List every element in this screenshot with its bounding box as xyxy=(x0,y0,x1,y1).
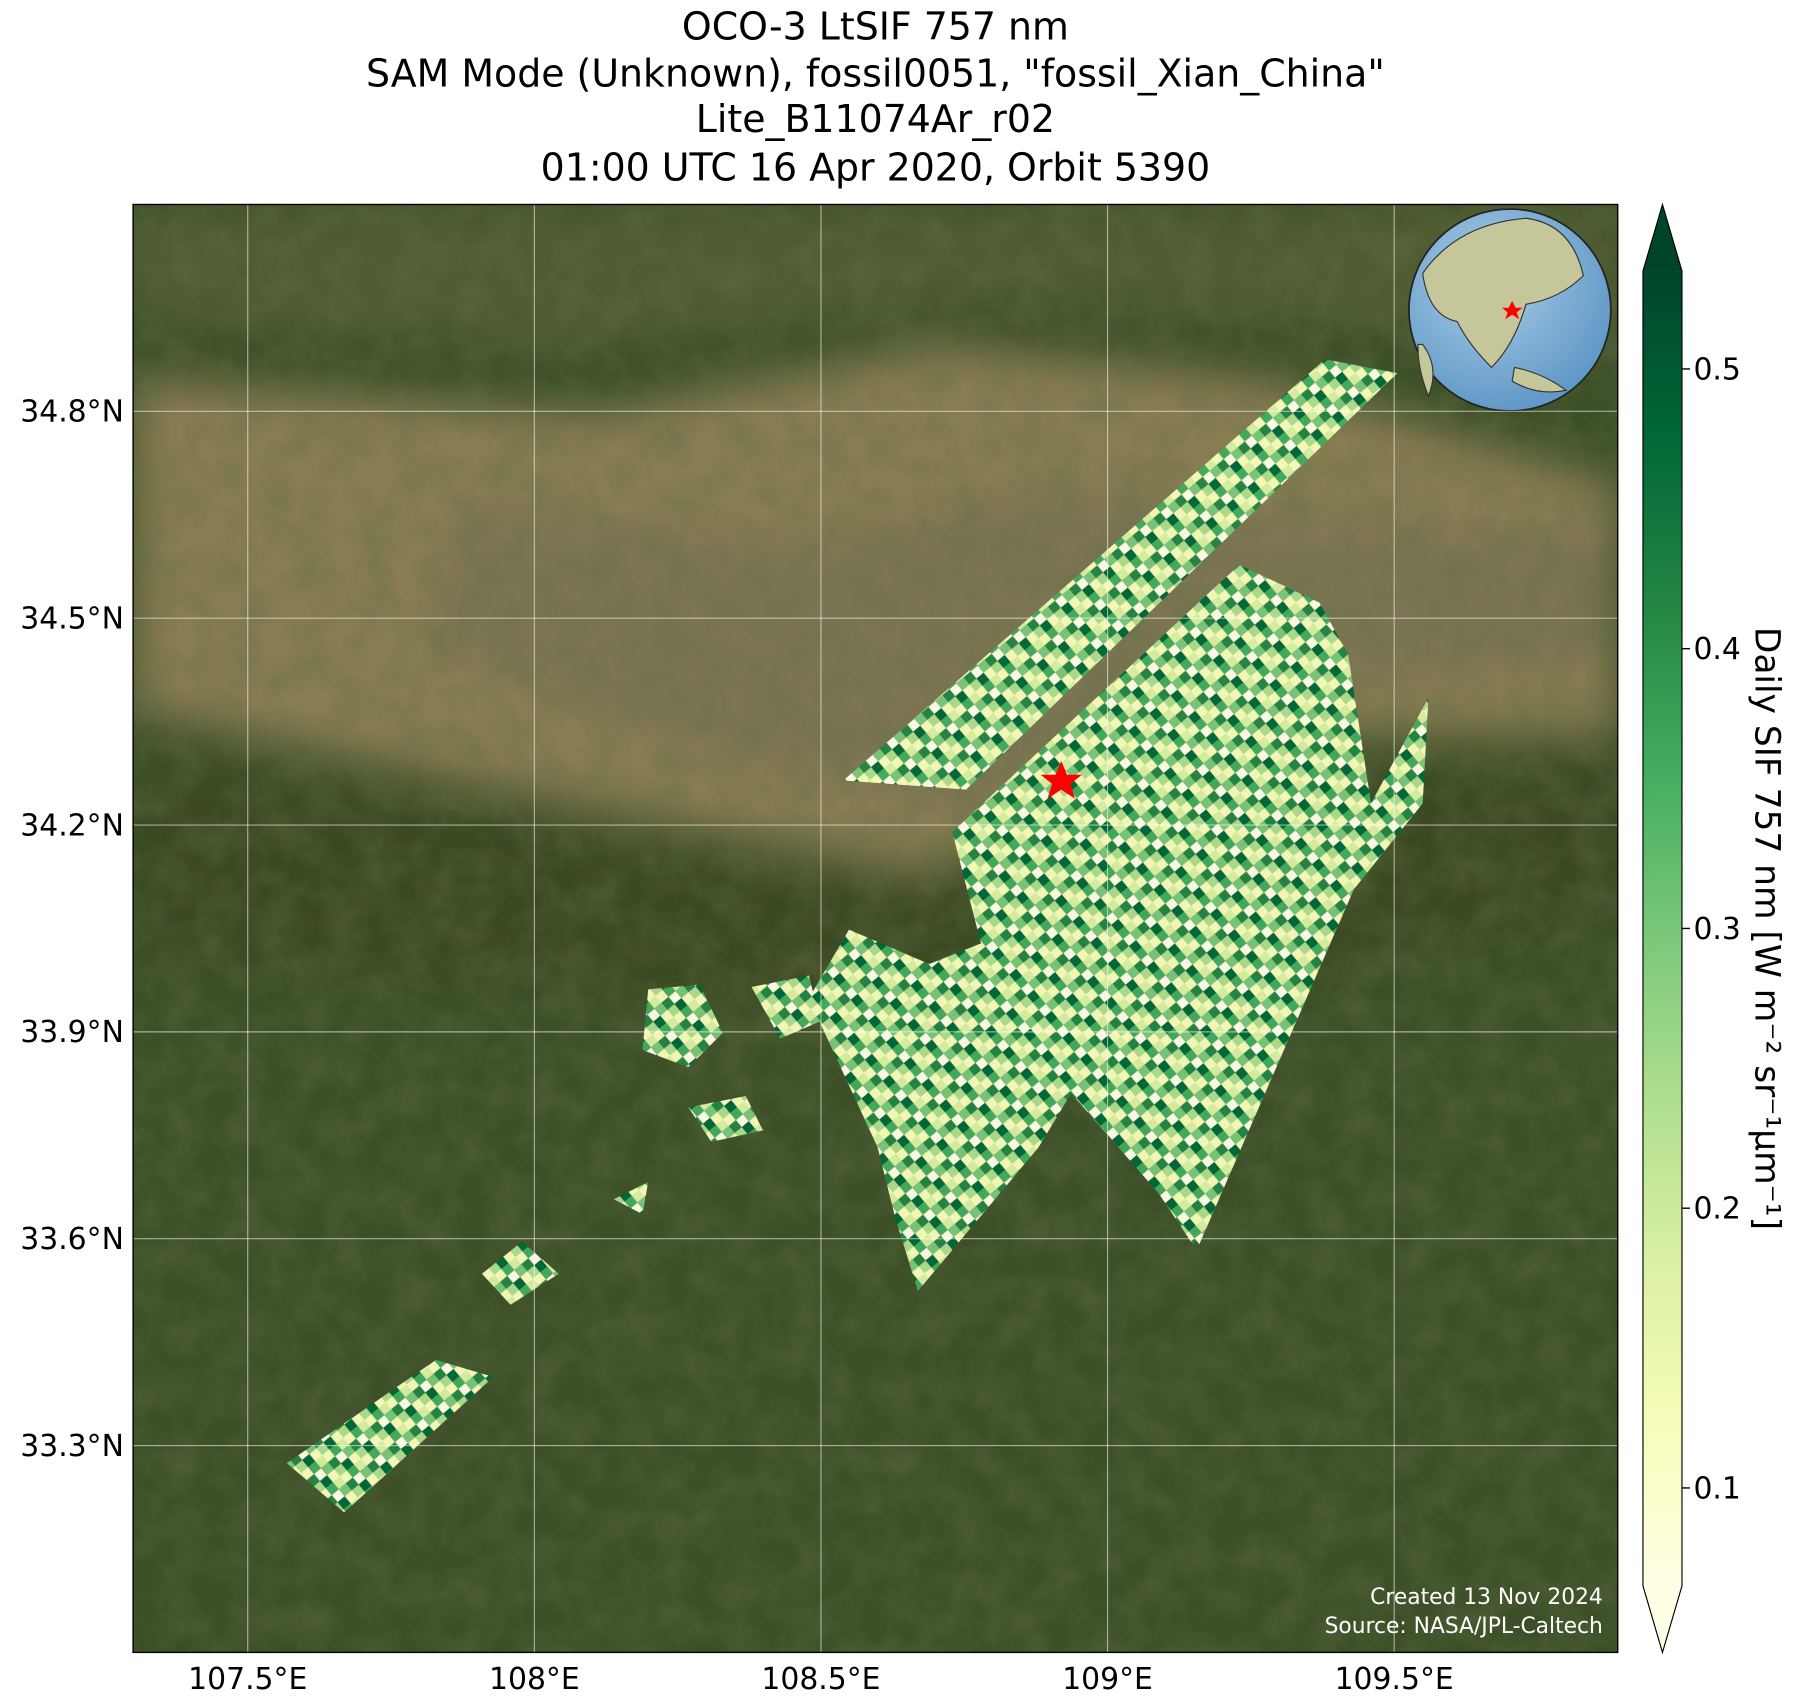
sif-swaths xyxy=(286,359,1429,1513)
colorbar-extend-top xyxy=(1642,204,1682,272)
y-tick-label: 33.6°N xyxy=(20,1222,124,1257)
colorbar: 0.1 0.2 0.3 0.4 0.5 Daily SIF 757 nm [W m⁻² s… xyxy=(1642,202,1786,1655)
globe-inset xyxy=(1408,208,1612,412)
y-tick-label: 34.5°N xyxy=(20,602,124,637)
credit: Created 13 Nov 2024 xyxy=(1370,1585,1603,1610)
swath xyxy=(688,1095,763,1142)
title: Lite_B11074Ar_r02 xyxy=(696,97,1055,141)
colorbar-extend-bottom xyxy=(1642,1585,1682,1653)
colorbar-outline xyxy=(1642,202,1683,1655)
title-block: OCO-3 LtSIF 757 nm SAM Mode (Unknown), f… xyxy=(366,4,1385,189)
target-star xyxy=(1040,760,1082,799)
x-tick-label: 109.5°E xyxy=(1335,1662,1454,1697)
colorbar-scale xyxy=(1642,271,1682,1586)
map-frame xyxy=(132,203,1619,1654)
x-tick-label: 107.5°E xyxy=(188,1662,307,1697)
colorbar-tick-label: 0.3 xyxy=(1693,912,1740,947)
colorbar-tick-label: 0.4 xyxy=(1693,632,1740,667)
y-tick-label: 34.8°N xyxy=(20,395,124,430)
title: OCO-3 LtSIF 757 nm xyxy=(682,4,1069,48)
swath xyxy=(843,359,1398,790)
colorbar-tick-label: 0.5 xyxy=(1693,352,1740,387)
x-tick-label: 109°E xyxy=(1062,1662,1153,1697)
credits: Created 13 Nov 2024 Source: NASA/JPL-Cal… xyxy=(1325,1585,1603,1639)
swath xyxy=(286,1359,494,1513)
swath xyxy=(642,984,723,1068)
basemap xyxy=(133,204,1618,1653)
colorbar-tick-label: 0.2 xyxy=(1693,1192,1740,1227)
title: 01:00 UTC 16 Apr 2020, Orbit 5390 xyxy=(541,145,1211,189)
x-tick-label: 108°E xyxy=(489,1662,580,1697)
swath xyxy=(751,975,821,1039)
swath xyxy=(1158,697,1429,1246)
credit: Source: NASA/JPL-Caltech xyxy=(1325,1614,1603,1639)
title: SAM Mode (Unknown), fossil0051, "fossil_… xyxy=(366,51,1385,95)
colorbar-label: Daily SIF 757 nm [W m⁻² sr⁻¹µm⁻¹] xyxy=(1746,627,1786,1230)
y-tick-label: 33.3°N xyxy=(20,1429,124,1464)
swath xyxy=(808,929,1136,1291)
swath xyxy=(481,1241,559,1305)
x-tick-label: 108.5°E xyxy=(761,1662,880,1697)
y-tick-label: 34.2°N xyxy=(20,808,124,843)
y-tick-label: 33.9°N xyxy=(20,1015,124,1050)
swath xyxy=(613,1182,649,1215)
colorbar-tick-label: 0.1 xyxy=(1693,1471,1740,1506)
